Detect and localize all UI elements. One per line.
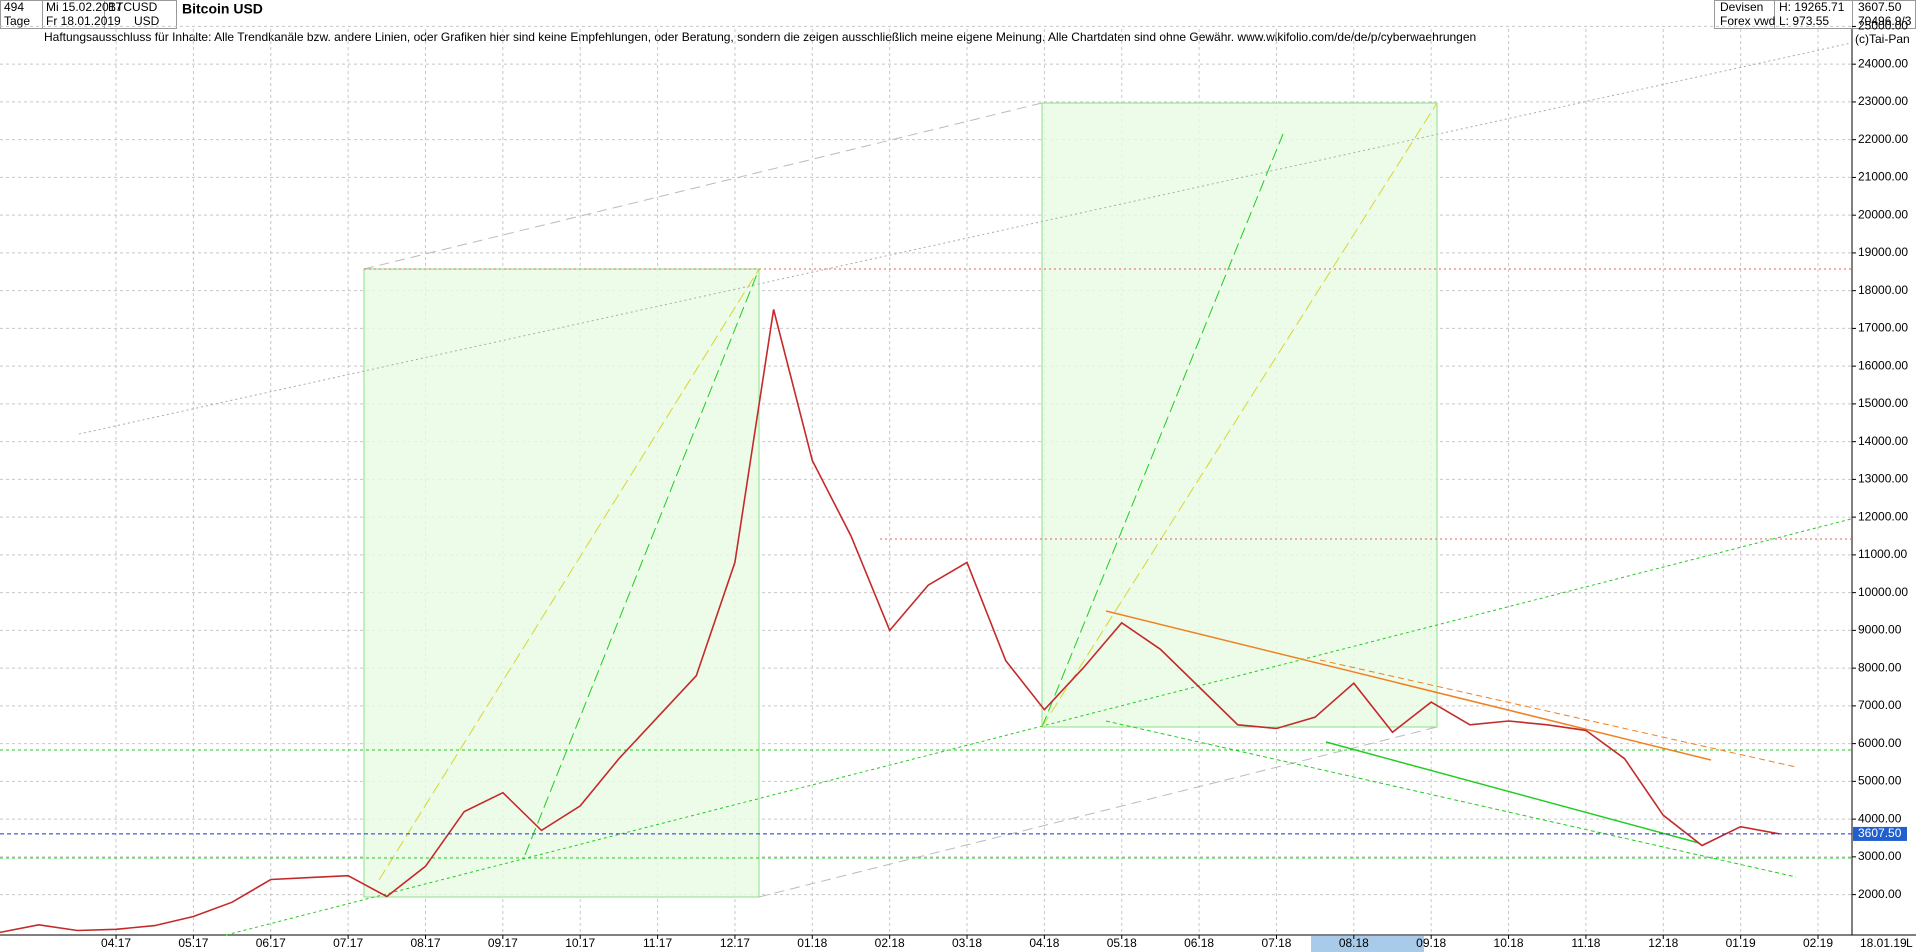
y-tick-label: 13000.00 [1858, 472, 1908, 486]
info-source: Forex vwd [1720, 14, 1775, 28]
info-market: Devisen [1720, 0, 1763, 14]
header-frame [0, 0, 1916, 29]
info-currency: USD [134, 14, 160, 28]
last-date: 18.01.19 [1860, 936, 1907, 950]
y-tick-label: 23000.00 [1858, 94, 1908, 108]
y-tick-label: 19000.00 [1858, 245, 1908, 259]
y-tick-label: 4000.00 [1858, 811, 1902, 825]
y-tick-label: 10000.00 [1858, 585, 1908, 599]
info-start: Mi 15.02.2017 [46, 0, 122, 14]
grid-layer [0, 25, 1852, 935]
x-tick-label: 01.18 [797, 936, 827, 950]
y-tick-label: 6000.00 [1858, 736, 1902, 750]
x-tick-label: 08.18 [1339, 936, 1369, 950]
y-tick-label: 2000.00 [1858, 887, 1902, 901]
x-tick-label: 06.17 [256, 936, 286, 950]
x-tick-label: 01.19 [1726, 936, 1756, 950]
x-tick-label: 05.17 [178, 936, 208, 950]
y-tick-label: 8000.00 [1858, 660, 1902, 674]
info-symbol: BTCUSD [108, 0, 158, 14]
info-period: Tage [4, 14, 30, 28]
info-low: L: 973.55 [1779, 14, 1829, 28]
x-tick-label: 02.19 [1803, 936, 1833, 950]
x-tick-label: 04.18 [1029, 936, 1059, 950]
x-tick-label: 04.17 [101, 936, 131, 950]
info-end: Fr 18.01.2019 [46, 14, 121, 28]
y-tick-label: 21000.00 [1858, 170, 1908, 184]
y-tick-label: 15000.00 [1858, 396, 1908, 410]
x-tick-label: 09.17 [488, 936, 518, 950]
x-tick-label: 06.18 [1184, 936, 1214, 950]
info-count: 494 [4, 0, 24, 14]
chart-title: Bitcoin USD [182, 1, 263, 17]
y-tick-label: 7000.00 [1858, 698, 1902, 712]
x-tick-label: 11.17 [643, 936, 672, 950]
info-last: 3607.50 [1858, 0, 1902, 14]
y-tick-label: 18000.00 [1858, 283, 1908, 297]
x-tick-label: 07.18 [1261, 936, 1291, 950]
copyright: (c)Tai-Pan [1855, 32, 1910, 46]
x-tick-label: 11.18 [1571, 936, 1600, 950]
x-tick-label: 05.18 [1107, 936, 1137, 950]
y-tick-label: 11000.00 [1858, 547, 1907, 561]
info-high: H: 19265.71 [1779, 0, 1845, 14]
y-tick-label: 16000.00 [1858, 358, 1908, 372]
price-line [0, 309, 1780, 934]
scale-mode: L [1906, 936, 1913, 950]
x-tick-label: 02.18 [875, 936, 905, 950]
x-tick-label: 03.18 [952, 936, 982, 950]
y-tick-label: 22000.00 [1858, 132, 1908, 146]
x-tick-label: 10.18 [1494, 936, 1524, 950]
disclaimer: Haftungsausschluss für Inhalte: Alle Tre… [44, 30, 1476, 44]
y-tick-label: 3000.00 [1858, 849, 1902, 863]
y-tick-label: 9000.00 [1858, 623, 1902, 637]
y-tick-label: 20000.00 [1858, 207, 1908, 221]
y-tick-label: 17000.00 [1858, 321, 1908, 335]
x-tick-label: 08.17 [410, 936, 440, 950]
x-tick-label: 12.17 [720, 936, 750, 950]
annotations [0, 42, 1852, 936]
x-tick-label: 09.18 [1416, 936, 1446, 950]
y-tick-label: 24000.00 [1858, 56, 1908, 70]
x-tick-label: 07.17 [333, 936, 363, 950]
axis-highlight [1311, 936, 1424, 952]
y-tick-label: 25000.00 [1858, 19, 1908, 33]
info-volume: 70496.9/3 [1858, 14, 1912, 28]
last-price-label: 3607.50 [1858, 826, 1902, 840]
x-tick-label: 12.18 [1648, 936, 1678, 950]
x-tick-label: 10.17 [565, 936, 595, 950]
y-tick-label: 5000.00 [1858, 774, 1902, 788]
y-tick-label: 12000.00 [1858, 509, 1908, 523]
last-price-box [1853, 826, 1907, 841]
y-tick-label: 14000.00 [1858, 434, 1908, 448]
